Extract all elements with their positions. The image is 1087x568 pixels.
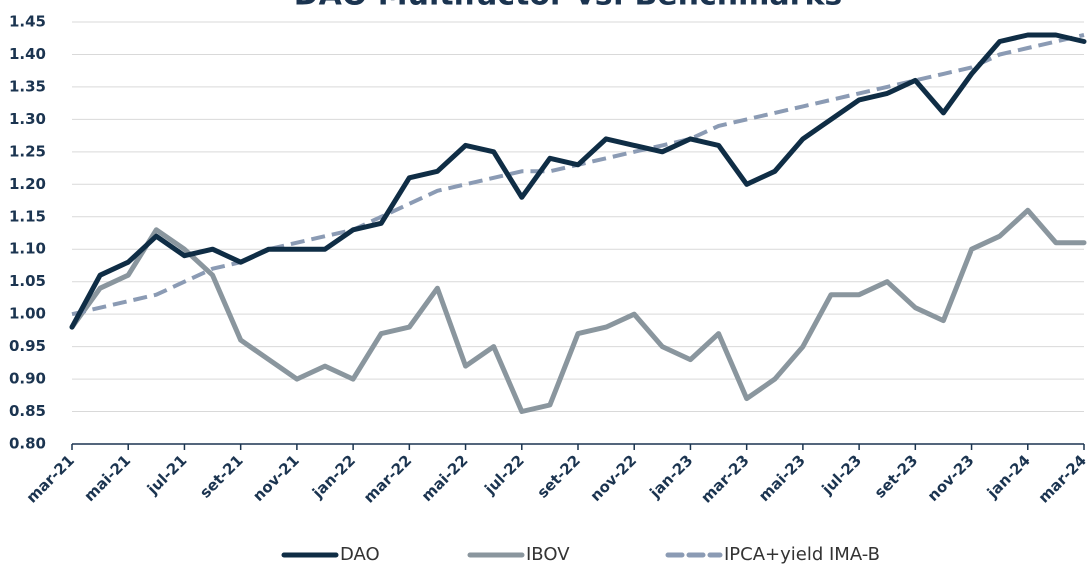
legend-label: DAO	[340, 544, 380, 565]
x-tick-label: mai-22	[418, 451, 472, 505]
y-tick-label: 0.80	[9, 435, 46, 453]
x-tick-label: jan-23	[646, 451, 697, 502]
y-tick-label: 0.85	[9, 402, 46, 420]
series-line	[69, 32, 1087, 330]
y-tick-label: 0.90	[9, 370, 46, 388]
chart-title: DAO Multifactor vs. Benchmarks	[294, 0, 843, 13]
x-tick-label: mar-24	[1035, 451, 1087, 506]
legend-label: IPCA+yield IMA-B	[724, 544, 880, 565]
y-tick-label: 1.10	[9, 240, 46, 258]
y-tick-label: 1.35	[9, 77, 46, 95]
y-tick-label: 1.45	[9, 13, 46, 31]
series-line	[71, 33, 1085, 317]
x-tick-label: set-22	[534, 451, 584, 501]
x-tick-label: mai-21	[80, 451, 134, 505]
x-tick-label: nov-23	[924, 451, 978, 505]
y-tick-label: 1.20	[9, 175, 46, 193]
y-tick-label: 0.95	[9, 337, 46, 355]
y-tick-label: 1.15	[9, 207, 46, 225]
x-tick-label: nov-21	[249, 451, 303, 505]
x-tick-label: mar-21	[23, 451, 78, 506]
x-tick-label: set-23	[871, 451, 921, 501]
series-line	[69, 207, 1087, 414]
y-tick-label: 1.40	[9, 45, 46, 63]
x-tick-label: mar-22	[360, 451, 415, 506]
x-tick-label: set-21	[196, 451, 246, 501]
y-tick-label: 1.05	[9, 272, 46, 290]
legend-label: IBOV	[526, 544, 570, 565]
x-tick-label: jul-21	[143, 451, 190, 498]
x-tick-label: jul-22	[480, 451, 527, 498]
y-tick-label: 1.30	[9, 110, 46, 128]
x-tick-label: mar-23	[697, 451, 752, 506]
y-tick-label: 1.25	[9, 142, 46, 160]
x-tick-label: mai-23	[755, 451, 809, 505]
x-tick-label: nov-22	[587, 451, 641, 505]
x-tick-label: jul-23	[818, 451, 865, 498]
y-tick-label: 1.00	[9, 305, 46, 323]
x-tick-label: jan-24	[983, 451, 1034, 502]
x-tick-label: jan-22	[308, 451, 359, 502]
